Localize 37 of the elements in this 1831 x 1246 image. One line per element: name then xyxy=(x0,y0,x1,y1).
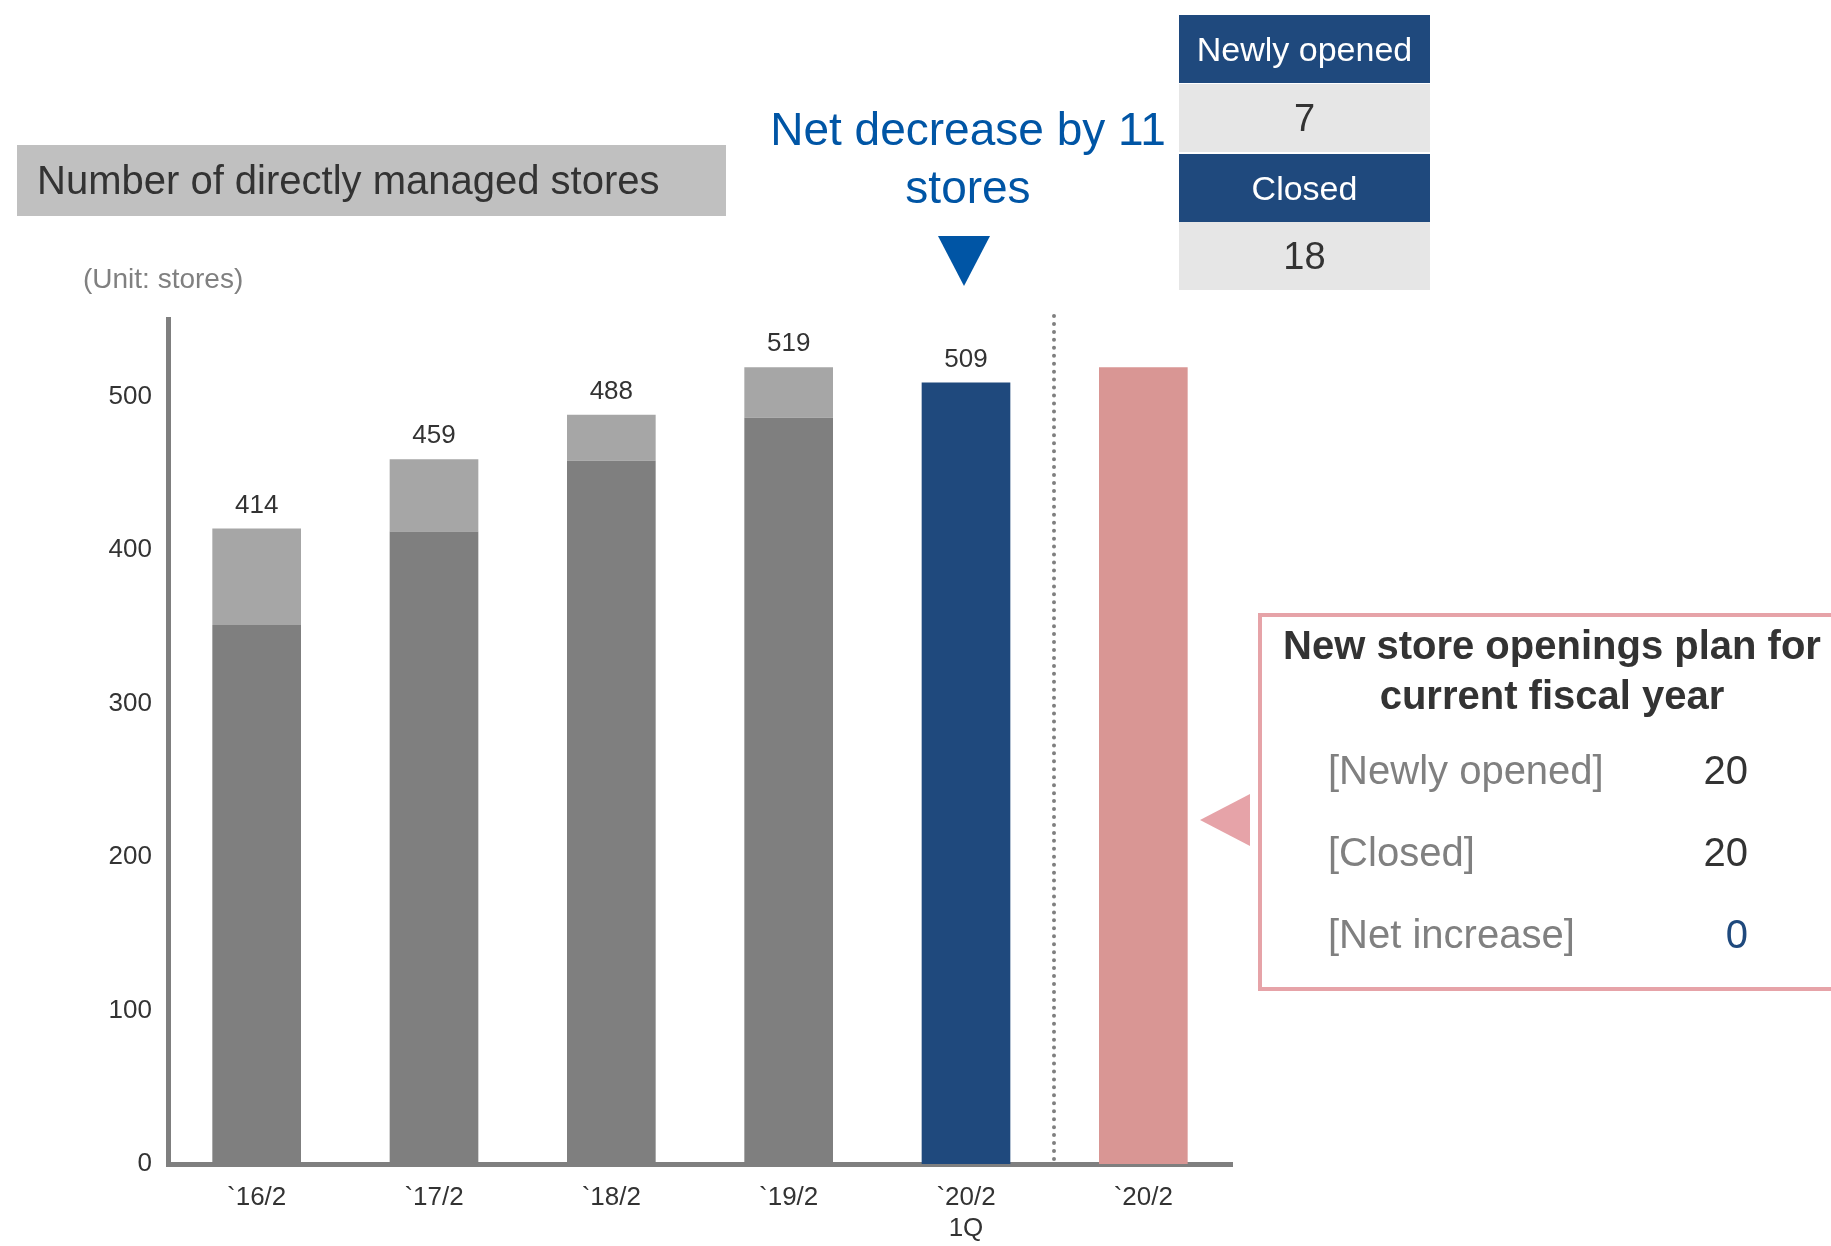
text: Closed xyxy=(1179,154,1430,222)
text: Newly opened xyxy=(1179,15,1430,83)
text: [Newly opened] xyxy=(1328,748,1604,792)
text: 20 xyxy=(1703,748,1748,793)
text: 7 xyxy=(1179,84,1430,152)
bar xyxy=(1099,367,1188,1164)
total-label: 488 xyxy=(589,374,634,405)
x-tick-label: `17/2 xyxy=(404,1180,464,1211)
text: 18 xyxy=(1179,222,1430,290)
bar xyxy=(212,528,301,626)
y-tick-label: 0 xyxy=(137,1147,152,1178)
text: [Net increase] xyxy=(1328,912,1575,956)
x-tick-label: `18/2 xyxy=(581,1180,641,1211)
total-label: 459 xyxy=(412,419,456,450)
text: Net decrease by 11 stores xyxy=(769,102,1167,215)
total-label: 519 xyxy=(766,327,811,358)
y-axis-title: (Unit: stores) xyxy=(83,263,244,295)
text: 0 xyxy=(1725,912,1748,957)
bar xyxy=(921,382,1011,1164)
y-tick-label: 400 xyxy=(108,533,152,564)
x-tick-label: `20/2 1Q xyxy=(936,1180,996,1242)
text: 20 xyxy=(1703,830,1748,875)
y-tick-label: 500 xyxy=(108,379,152,410)
y-tick-label: 100 xyxy=(108,993,152,1024)
bar xyxy=(567,414,656,461)
x-tick-label: `20/2 xyxy=(1113,1180,1173,1211)
text: [Closed] xyxy=(1328,830,1475,874)
bar xyxy=(389,459,479,532)
bar xyxy=(744,367,833,418)
total-label: 414 xyxy=(234,488,279,519)
total-label: 509 xyxy=(944,342,988,373)
x-tick-label: `16/2 xyxy=(227,1180,287,1211)
y-tick-label: 200 xyxy=(108,840,152,871)
chart-title: Number of directly managed stores xyxy=(17,145,726,216)
x-tick-label: `19/2 xyxy=(759,1180,819,1211)
text: New store openings plan for current fiscal year xyxy=(1282,622,1822,719)
y-tick-label: 300 xyxy=(108,686,152,717)
